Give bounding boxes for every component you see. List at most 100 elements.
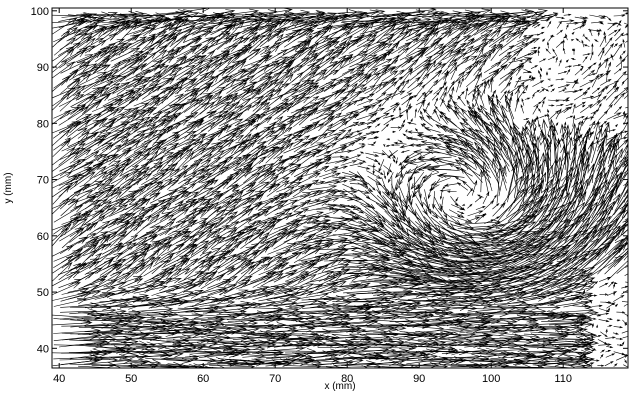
velocity-arrow	[285, 301, 328, 308]
velocity-arrow	[621, 80, 625, 86]
velocity-arrow	[598, 319, 610, 323]
velocity-arrow	[589, 299, 593, 304]
velocity-arrow	[424, 101, 430, 113]
velocity-arrow	[84, 252, 103, 269]
velocity-arrow	[58, 19, 86, 28]
velocity-arrow	[307, 275, 338, 283]
velocity-arrow	[604, 42, 615, 56]
velocity-arrow	[573, 186, 599, 222]
velocity-arrow	[588, 312, 602, 317]
x-tick-label: 110	[554, 373, 572, 385]
velocity-arrow	[351, 178, 369, 184]
velocity-arrow	[439, 11, 476, 18]
velocity-arrow	[476, 299, 527, 307]
velocity-arrow	[84, 138, 106, 151]
velocity-arrow	[405, 128, 408, 133]
velocity-arrow	[161, 254, 189, 269]
velocity-arrow	[472, 29, 494, 43]
velocity-arrow	[75, 241, 100, 262]
velocity-arrow	[169, 164, 189, 178]
velocity-arrow	[614, 86, 619, 93]
velocity-arrow	[349, 72, 369, 88]
velocity-arrow	[372, 163, 375, 175]
velocity-arrow	[177, 271, 204, 283]
velocity-arrow	[514, 323, 565, 330]
velocity-arrow	[365, 63, 391, 80]
velocity-arrow	[539, 114, 548, 119]
velocity-arrow	[70, 131, 90, 152]
velocity-arrow	[443, 183, 459, 187]
velocity-arrow	[382, 191, 399, 207]
velocity-arrow	[622, 319, 628, 326]
velocity-arrow	[612, 332, 620, 335]
velocity-arrow	[604, 246, 628, 275]
velocity-arrow	[381, 96, 390, 107]
velocity-arrow	[75, 154, 104, 171]
velocity-arrow	[582, 362, 595, 367]
velocity-arrow	[442, 61, 458, 80]
velocity-arrow	[316, 142, 337, 153]
velocity-arrow	[425, 43, 445, 57]
velocity-arrow	[235, 67, 259, 82]
velocity-arrow	[83, 204, 102, 217]
velocity-arrow	[208, 56, 234, 75]
velocity-arrow	[422, 122, 426, 126]
velocity-arrow	[549, 173, 569, 212]
velocity-arrow	[308, 295, 346, 302]
velocity-arrow	[118, 177, 142, 198]
velocity-arrow	[308, 197, 333, 205]
velocity-arrow	[116, 126, 140, 140]
velocity-arrow	[583, 138, 587, 152]
velocity-arrow	[582, 33, 585, 37]
velocity-arrow	[623, 364, 628, 368]
velocity-arrow	[375, 123, 381, 128]
velocity-arrow	[77, 71, 107, 87]
velocity-arrow	[117, 254, 139, 270]
velocity-arrow	[149, 268, 168, 280]
velocity-arrow	[233, 202, 263, 218]
velocity-arrow	[400, 92, 413, 100]
velocity-arrow	[607, 22, 619, 25]
velocity-arrow	[381, 263, 431, 277]
velocity-arrow	[343, 250, 371, 256]
velocity-arrow	[199, 300, 236, 307]
velocity-arrow	[192, 159, 212, 173]
velocity-arrow	[430, 267, 482, 275]
velocity-arrow	[60, 308, 98, 315]
velocity-arrow	[343, 72, 365, 87]
velocity-arrow	[384, 210, 404, 231]
velocity-arrow	[581, 215, 612, 250]
x-axis-label: x (mm)	[324, 381, 355, 392]
velocity-arrow	[67, 166, 92, 179]
velocity-arrow	[466, 187, 473, 197]
velocity-arrow	[599, 193, 621, 231]
velocity-arrow	[317, 257, 346, 270]
velocity-arrow	[94, 290, 132, 300]
velocity-arrow	[409, 118, 413, 125]
velocity-arrow	[194, 255, 216, 269]
velocity-arrow	[192, 234, 221, 255]
velocity-arrow	[209, 267, 237, 281]
velocity-arrow	[391, 183, 399, 203]
velocity-arrow	[359, 254, 391, 262]
velocity-arrow	[524, 53, 532, 57]
velocity-arrow	[77, 285, 116, 295]
velocity-arrow	[167, 363, 211, 368]
velocity-arrow	[563, 144, 566, 154]
velocity-arrow	[472, 37, 488, 55]
velocity-arrow	[284, 106, 311, 122]
velocity-arrow	[579, 298, 583, 301]
velocity-arrow	[616, 264, 628, 274]
velocity-arrow	[174, 71, 194, 87]
velocity-arrow	[612, 282, 618, 285]
velocity-arrow	[541, 100, 545, 108]
velocity-arrow	[539, 58, 547, 63]
velocity-arrow	[563, 301, 589, 308]
velocity-arrow	[99, 121, 131, 134]
velocity-arrow	[317, 358, 364, 366]
velocity-arrow	[224, 358, 264, 365]
velocity-arrow	[67, 45, 96, 61]
velocity-arrow	[453, 106, 468, 121]
velocity-arrow	[506, 100, 515, 126]
velocity-arrow	[406, 103, 411, 114]
